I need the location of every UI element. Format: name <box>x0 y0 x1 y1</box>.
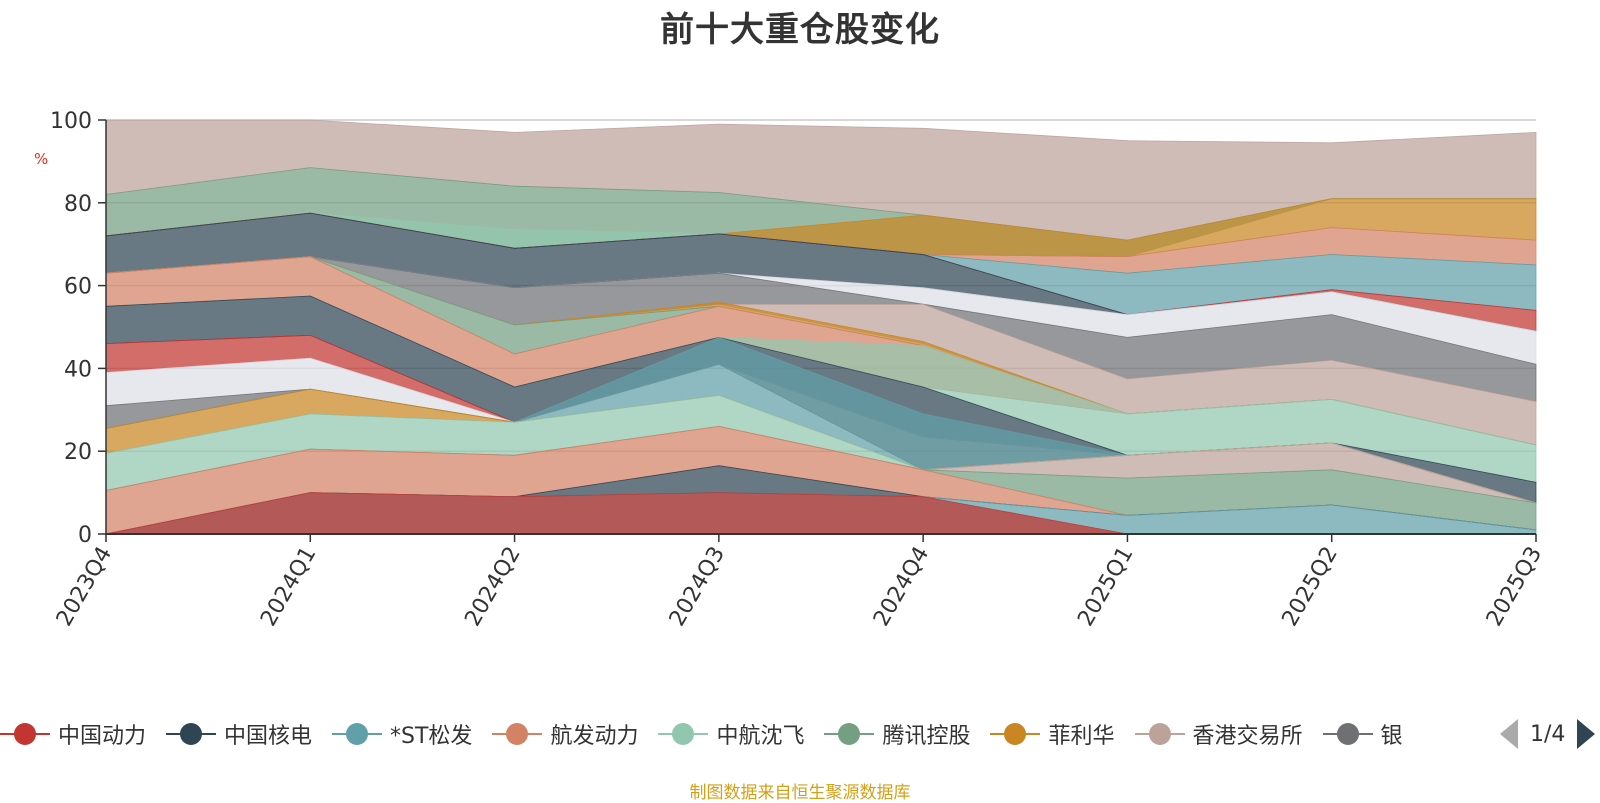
area-chart: 0 20 40 60 80 100 2023Q4 2024Q1 2024Q2 2024Q3 2024… <box>50 109 1547 631</box>
x-tick-label: 2023Q4 <box>52 543 117 631</box>
y-tick-label: 60 <box>64 275 92 300</box>
y-tick-label: 20 <box>64 440 92 465</box>
legend-marker-icon <box>1322 722 1373 746</box>
legend-item[interactable]: 中国核电 <box>166 716 312 752</box>
legend-prev-page-icon[interactable] <box>1500 719 1518 749</box>
legend-item[interactable]: *ST松发 <box>332 716 472 752</box>
legend: 中国动力 中国核电 *ST松发 航发动力 中航沈飞 腾讯控股 菲利华 香港交易所 银 1/4 <box>0 716 1600 752</box>
legend-item[interactable]: 银 <box>1322 716 1403 752</box>
legend-marker-icon <box>658 722 709 746</box>
legend-label: *ST松发 <box>390 724 473 749</box>
legend-marker-icon <box>492 722 543 746</box>
y-axis-unit-label: % <box>34 150 49 168</box>
legend-pager: 1/4 <box>1500 716 1596 752</box>
legend-label: 腾讯控股 <box>882 724 971 749</box>
x-tick-label: 2025Q2 <box>1278 543 1343 631</box>
legend-marker-icon <box>824 722 875 746</box>
x-tick-label: 2024Q3 <box>665 543 730 631</box>
legend-label: 中航沈飞 <box>716 724 805 749</box>
legend-marker-icon <box>0 722 50 746</box>
legend-label: 中国核电 <box>224 724 313 749</box>
legend-label: 菲利华 <box>1048 724 1115 749</box>
data-source-note: 制图数据来自恒生聚源数据库 <box>689 783 911 803</box>
legend-marker-icon <box>990 722 1041 746</box>
legend-marker-icon <box>166 722 217 746</box>
x-tick-label: 2024Q4 <box>869 543 934 631</box>
y-tick-label: 100 <box>50 109 92 134</box>
y-tick-label: 40 <box>64 357 92 382</box>
legend-item[interactable]: 菲利华 <box>990 716 1115 752</box>
legend-item[interactable]: 香港交易所 <box>1134 716 1303 752</box>
legend-marker-icon <box>1134 722 1185 746</box>
y-tick-label: 80 <box>64 192 92 217</box>
legend-label: 航发动力 <box>550 724 639 749</box>
x-tick-label: 2025Q3 <box>1482 543 1547 631</box>
chart-title: 前十大重仓股变化 <box>660 10 940 50</box>
legend-page-indicator: 1/4 <box>1530 721 1566 747</box>
legend-item[interactable]: 腾讯控股 <box>824 716 970 752</box>
legend-label: 银 <box>1380 724 1403 749</box>
legend-label: 中国动力 <box>58 724 147 749</box>
legend-item[interactable]: 航发动力 <box>492 716 638 752</box>
x-tick-label: 2025Q1 <box>1073 543 1138 631</box>
legend-label: 香港交易所 <box>1192 724 1303 749</box>
legend-item[interactable]: 中航沈飞 <box>658 716 804 752</box>
legend-next-page-icon[interactable] <box>1577 719 1596 749</box>
y-tick-label: 0 <box>78 523 92 548</box>
x-tick-label: 2024Q2 <box>460 543 525 631</box>
x-tick-label: 2024Q1 <box>256 543 321 631</box>
legend-marker-icon <box>332 722 383 746</box>
legend-item[interactable]: 中国动力 <box>0 716 146 752</box>
